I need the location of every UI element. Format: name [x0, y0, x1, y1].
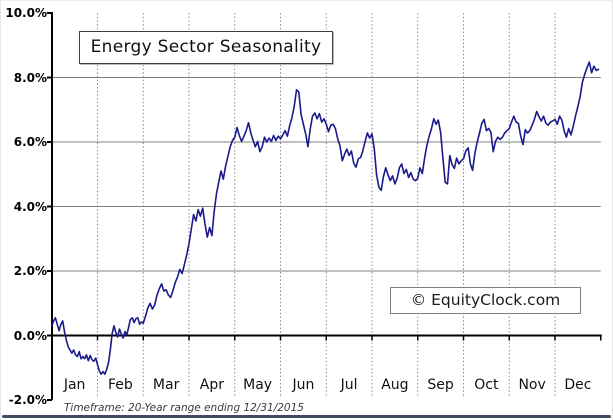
x-axis-label-Aug: Aug — [381, 377, 409, 393]
x-axis-label-Feb: Feb — [107, 377, 133, 393]
x-axis-label-Dec: Dec — [564, 377, 592, 393]
timeframe-note: Timeframe: 20-Year range ending 12/31/20… — [64, 402, 304, 414]
y-axis-label-8.0%: 8.0% — [13, 70, 47, 85]
x-axis-label-Jun: Jun — [292, 377, 315, 393]
seasonality-line — [50, 61, 600, 376]
equityclock-watermark: © EquityClock.com — [390, 287, 581, 314]
image-bottom-border — [2, 415, 611, 418]
y-axis-label-6.0%: 6.0% — [13, 135, 47, 149]
x-axis-label-Mar: Mar — [152, 377, 180, 393]
x-axis-label-Nov: Nov — [518, 377, 546, 393]
x-axis-label-Jul: Jul — [340, 377, 358, 393]
x-axis-label-Apr: Apr — [199, 377, 224, 393]
y-axis-label-0.0%: 0.0% — [13, 328, 47, 343]
y-axis-label--2.0%: -2.0% — [8, 393, 47, 407]
x-axis-label-May: May — [243, 377, 273, 393]
x-axis-label-Sep: Sep — [427, 377, 454, 393]
x-axis-label-Jan: Jan — [63, 377, 86, 393]
y-axis-label-10.0%: 10.0% — [5, 6, 47, 20]
chart-title: Energy Sector Seasonality — [79, 31, 333, 64]
y-axis-label-2.0%: 2.0% — [13, 264, 47, 278]
y-axis-label-4.0%: 4.0% — [13, 199, 47, 214]
x-axis-label-Oct: Oct — [474, 377, 499, 393]
